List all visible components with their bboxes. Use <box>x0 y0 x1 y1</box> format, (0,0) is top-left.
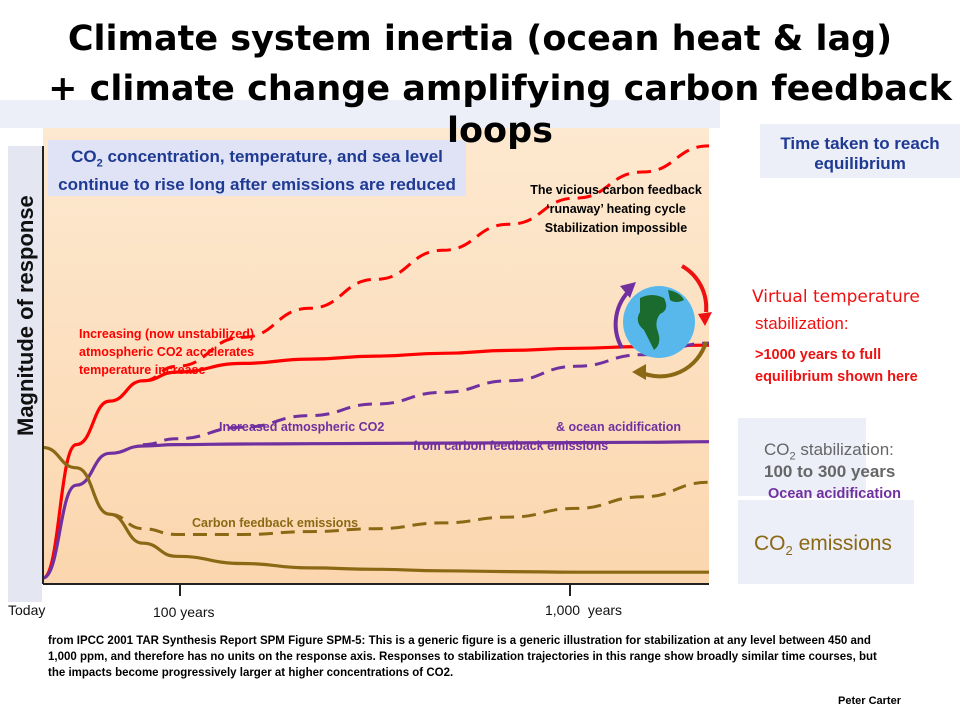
annotation-from-feedback: from carbon feedback emissions <box>413 439 609 453</box>
series-line-2 <box>42 440 710 580</box>
annotation-increasing-co2: Increasing (now unstabilized) atmospheri… <box>79 327 255 377</box>
background-panel-co2-emissions <box>738 500 914 584</box>
page-title-line2: + climate change amplifying carbon feedb… <box>48 69 952 151</box>
stabilization-label: stabilization: <box>755 314 849 333</box>
globe-land-2 <box>668 290 684 302</box>
page-title-line1: Climate system inertia (ocean heat & lag… <box>67 19 893 59</box>
series-line-0 <box>42 343 710 580</box>
full-equilibrium-label: >1000 years to full equilibrium shown he… <box>755 347 918 385</box>
author-credit: Peter Carter <box>838 695 901 707</box>
x-tick-label-today: Today <box>8 602 45 618</box>
series-line-3 <box>142 341 710 447</box>
annotation-ocean-acidification: & ocean acidification <box>556 420 682 434</box>
arrow-purple <box>613 290 630 349</box>
time-to-equilibrium-header: Time taken to reach equilibrium <box>760 124 960 178</box>
background-panel-co2-stab <box>738 418 866 496</box>
inset-box-bg <box>48 140 466 196</box>
x-tick-label-100: 100 years <box>153 604 214 620</box>
co2-stabilization-label: CO2 stabilization: <box>764 440 894 463</box>
arrow-red <box>680 264 709 313</box>
virtual-temperature-label: Virtual temperature <box>752 287 920 307</box>
arrow-brown-head <box>632 364 646 380</box>
series-line-5 <box>109 480 710 537</box>
arrow-brown <box>639 341 708 379</box>
annotation-increased-atmospheric-co2: Increased atmospheric CO2 <box>219 420 385 434</box>
series-layer <box>42 144 710 580</box>
inset-line2: continue to rise long after emissions ar… <box>58 175 456 195</box>
background-panel-left <box>0 100 720 128</box>
annotation-carbon-feedback-emissions: Carbon feedback emissions <box>192 516 359 530</box>
x-tick-label-1000: 1,000 years <box>545 602 622 618</box>
globe-land <box>637 295 667 350</box>
globe-feedback-icon <box>613 264 712 380</box>
arrow-purple-head <box>620 282 636 298</box>
ocean-acidification-label: Ocean acidification <box>768 486 901 502</box>
inset-box-text: CO2 concentration, temperature, and sea … <box>48 146 466 196</box>
inset-line1: CO2 concentration, temperature, and sea … <box>71 147 443 170</box>
co2-years-label: 100 to 300 years <box>764 462 896 481</box>
y-axis-label: Magnitude of response <box>13 195 38 436</box>
annotation-vicious-cycle: The vicious carbon feedback ‘runaway’ he… <box>530 183 702 235</box>
y-label-panel <box>8 146 42 602</box>
arrow-red-head <box>698 312 712 326</box>
source-caption: from IPCC 2001 TAR Synthesis Report SPM … <box>48 635 877 679</box>
co2-emissions-label: CO2 emissions <box>754 532 892 559</box>
